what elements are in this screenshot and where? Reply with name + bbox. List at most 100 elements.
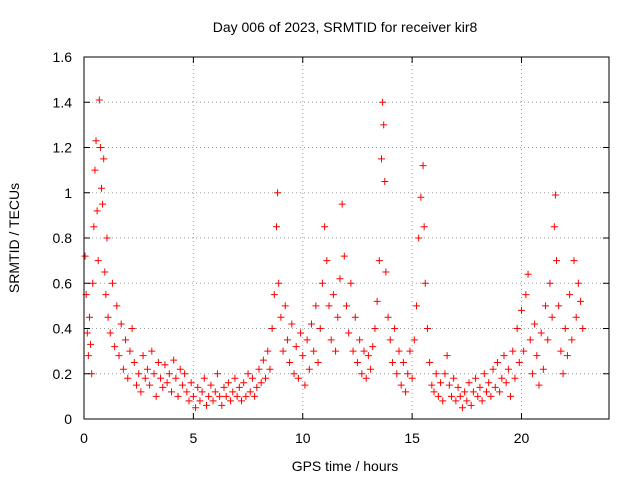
y-tick-label: 0.8 <box>53 230 73 246</box>
data-point <box>406 347 414 355</box>
data-point <box>283 336 291 344</box>
data-point <box>98 184 105 192</box>
data-point <box>325 302 333 310</box>
data-point <box>102 291 110 299</box>
data-point <box>310 347 318 355</box>
data-point <box>408 374 416 382</box>
data-point <box>303 336 311 344</box>
data-point <box>170 356 178 364</box>
data-point <box>531 320 539 328</box>
data-point <box>487 392 495 400</box>
data-point <box>378 155 385 163</box>
data-point <box>551 191 559 199</box>
data-point <box>251 392 259 400</box>
data-point <box>130 358 138 366</box>
data-point <box>203 401 210 409</box>
data-point <box>133 381 140 389</box>
data-point <box>419 162 427 170</box>
data-point <box>528 370 536 378</box>
data-point <box>168 388 175 396</box>
data-point <box>384 313 392 321</box>
gridlines <box>84 57 609 419</box>
data-point <box>373 297 381 305</box>
data-point <box>141 374 149 382</box>
data-point <box>448 392 455 400</box>
data-point <box>316 325 324 332</box>
data-point <box>84 352 92 360</box>
data-point <box>93 207 101 215</box>
data-point <box>262 374 270 382</box>
data-point <box>174 392 182 400</box>
data-point <box>533 352 541 360</box>
chart-title: Day 006 of 2023, SRMTID for receiver kir… <box>213 19 478 35</box>
data-point <box>397 381 405 389</box>
data-point <box>172 374 180 382</box>
data-point <box>176 365 184 373</box>
y-tick-label: 1 <box>64 185 72 201</box>
data-point <box>420 223 428 231</box>
data-point <box>542 302 550 310</box>
data-point <box>321 223 329 231</box>
data-point <box>423 325 431 332</box>
x-tick-label: 0 <box>80 430 88 446</box>
data-point <box>92 137 100 145</box>
data-point <box>511 374 519 382</box>
data-point <box>489 365 497 373</box>
data-point <box>386 336 394 344</box>
data-point <box>546 279 554 287</box>
data-point <box>270 291 278 299</box>
data-point <box>103 234 111 242</box>
data-point <box>382 268 390 276</box>
data-point <box>279 347 287 355</box>
data-point <box>478 397 486 405</box>
x-tick-label: 15 <box>404 430 420 446</box>
data-point <box>347 279 355 287</box>
data-point <box>198 388 206 396</box>
data-point <box>467 401 475 409</box>
data-point <box>161 361 169 369</box>
data-point <box>297 329 305 337</box>
data-point <box>458 404 466 412</box>
data-point <box>268 325 276 332</box>
data-point <box>275 279 283 287</box>
data-point <box>577 297 585 305</box>
data-point <box>220 383 228 391</box>
data-point <box>375 257 383 265</box>
data-point <box>312 302 320 310</box>
data-point <box>476 383 484 391</box>
data-point <box>218 401 226 409</box>
data-point <box>126 347 134 355</box>
data-point <box>187 379 195 387</box>
data-point <box>509 347 517 355</box>
data-point <box>81 252 89 260</box>
data-point <box>178 381 186 389</box>
data-point <box>290 370 298 378</box>
data-point <box>213 370 221 378</box>
data-point <box>381 177 389 185</box>
data-point <box>570 257 578 265</box>
data-point <box>314 358 322 366</box>
data-point <box>229 388 237 396</box>
data-point <box>469 388 477 396</box>
data-point <box>480 370 488 378</box>
data-point <box>277 313 285 321</box>
data-point <box>502 379 510 387</box>
data-point <box>474 392 482 400</box>
data-point <box>95 96 103 104</box>
data-point <box>559 370 567 378</box>
data-point <box>288 320 296 328</box>
data-point <box>379 98 387 106</box>
data-point <box>336 275 344 283</box>
y-tick-label: 1.6 <box>53 49 73 65</box>
data-point <box>240 379 248 387</box>
data-point <box>539 365 547 373</box>
data-point <box>211 388 219 396</box>
data-point <box>99 200 107 208</box>
data-point <box>100 155 108 163</box>
y-tick-label: 1.2 <box>53 140 73 156</box>
data-point <box>513 325 521 332</box>
data-point <box>579 325 587 332</box>
data-point <box>439 397 447 405</box>
data-point <box>139 352 147 360</box>
data-point <box>128 325 136 332</box>
